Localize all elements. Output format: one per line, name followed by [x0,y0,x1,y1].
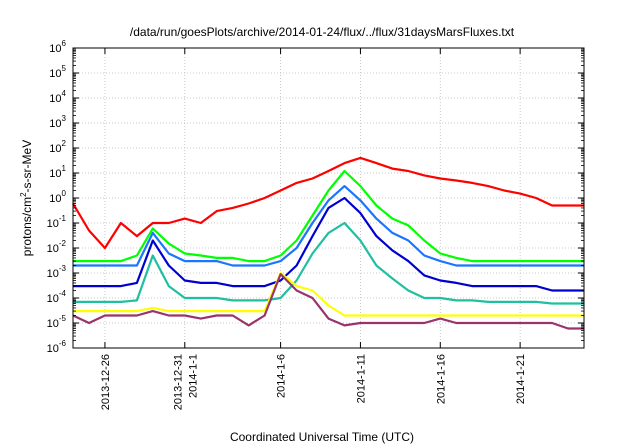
y-tick-exponent: 5 [62,64,67,73]
y-tick-label: 10-1 [47,214,67,230]
y-tick-label: 101 [49,164,66,180]
y-tick-labels: 10-610-510-410-310-210-11001011021031041… [47,39,67,355]
y-tick-base: 10 [49,143,61,155]
x-tick-label: 2013-12-31 [172,354,184,410]
series-line [72,156,584,250]
y-tick-label: 10-6 [47,339,67,355]
y-tick-base: 10 [47,268,59,280]
x-tick-label: 2014-1-11 [355,354,367,403]
series-line [73,196,584,292]
series-line [72,273,584,330]
y-tick-base: 10 [47,243,59,255]
y-tick-exponent: -3 [59,264,67,273]
x-axis-label: Coordinated Universal Time (UTC) [230,430,414,444]
grid [73,48,584,348]
y-tick-base: 10 [49,43,61,55]
series-line [73,221,584,305]
y-tick-exponent: 3 [62,114,67,123]
x-tick-label: 2014-1-16 [435,354,447,404]
y-tick-base: 10 [47,218,59,230]
x-tick-label: 2014-1-1 [187,354,199,398]
y-tick-label: 104 [49,89,66,105]
series-line [73,271,584,317]
y-tick-label: 10-5 [47,314,67,330]
y-tick-exponent: 2 [62,139,67,148]
y-tick-base: 10 [49,68,61,80]
y-tick-label: 102 [49,139,66,155]
y-tick-label: 100 [49,189,66,205]
y-tick-base: 10 [47,318,59,330]
y-tick-base: 10 [49,118,61,130]
y-tick-label: 10-2 [47,239,67,255]
y-axis-label: protons/cm2-s-sr-MeV [19,140,34,256]
y-tick-label: 10-4 [47,289,67,305]
y-label-post: -s-sr-MeV [20,140,34,193]
y-tick-exponent: -1 [59,214,67,223]
y-tick-base: 10 [47,343,59,355]
y-tick-exponent: -4 [59,289,67,298]
y-label-sup: 2 [19,192,28,197]
x-tick-label: 2014-1-6 [276,354,288,398]
y-tick-exponent: -2 [59,239,67,248]
y-tick-label: 105 [49,64,66,80]
y-tick-base: 10 [49,193,61,205]
x-tick-labels: 2013-12-26 2013-12-31 2014-1-1 2014-1-6 2014… [100,354,527,410]
chart-title: /data/run/goesPlots/archive/2014-01-24/f… [130,25,515,39]
y-tick-label: 103 [49,114,66,130]
y-tick-exponent: 4 [62,89,67,98]
y-tick-label: 10-3 [47,264,67,280]
series-line [73,169,584,263]
y-tick-label: 106 [49,39,66,55]
y-tick-base: 10 [49,93,61,105]
y-tick-exponent: 1 [62,164,67,173]
y-tick-exponent: 0 [62,189,67,198]
y-label-pre: protons/cm [20,197,34,256]
x-tick-label: 2014-1-21 [515,354,527,404]
y-tick-exponent: 6 [62,39,67,48]
series-layer [72,156,584,330]
y-tick-base: 10 [47,293,59,305]
series-line [73,185,584,267]
y-tick-exponent: -5 [59,314,67,323]
x-tick-label: 2013-12-26 [100,354,112,410]
axis-ticks [73,47,584,349]
y-tick-exponent: -6 [59,339,67,348]
y-tick-base: 10 [49,168,61,180]
